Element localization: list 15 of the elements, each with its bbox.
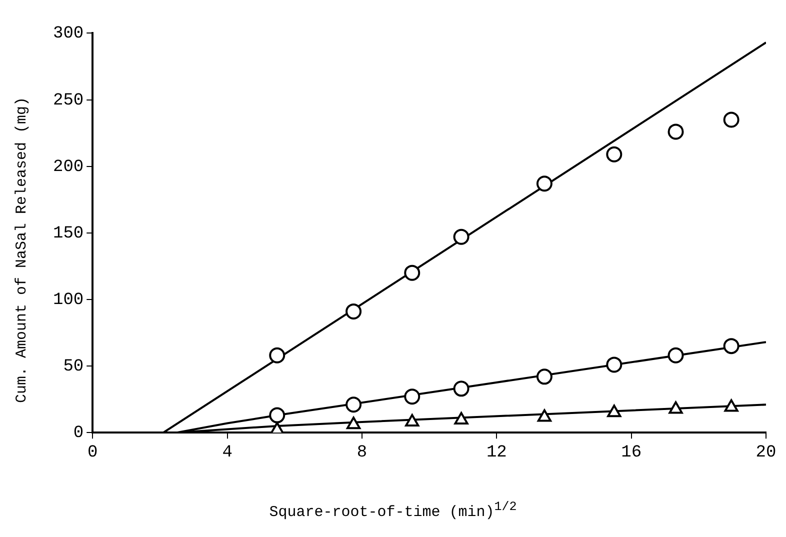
y-tick-label: 100: [52, 290, 84, 310]
y-axis-title: Cum. Amount of NaSal Released (mg): [14, 96, 30, 404]
x-tick-label: 12: [486, 443, 507, 462]
x-tick-label: 16: [621, 443, 642, 462]
x-axis-title: Square-root-of-time (min)$^{1/2}$: [268, 500, 518, 521]
x-tick-label: 4: [222, 443, 232, 462]
y-tick-label: 200: [52, 158, 84, 177]
x-tick-label: 0: [88, 443, 98, 462]
y-tick-label: 250: [52, 91, 84, 110]
y-tick-label: 0: [73, 424, 84, 444]
x-tick-label: 20: [756, 443, 776, 462]
y-tick-label: 50: [63, 358, 84, 377]
x-tick-label: 8: [356, 443, 368, 462]
y-tick-label: 300: [52, 24, 84, 44]
y-tick-label: 150: [52, 224, 84, 244]
